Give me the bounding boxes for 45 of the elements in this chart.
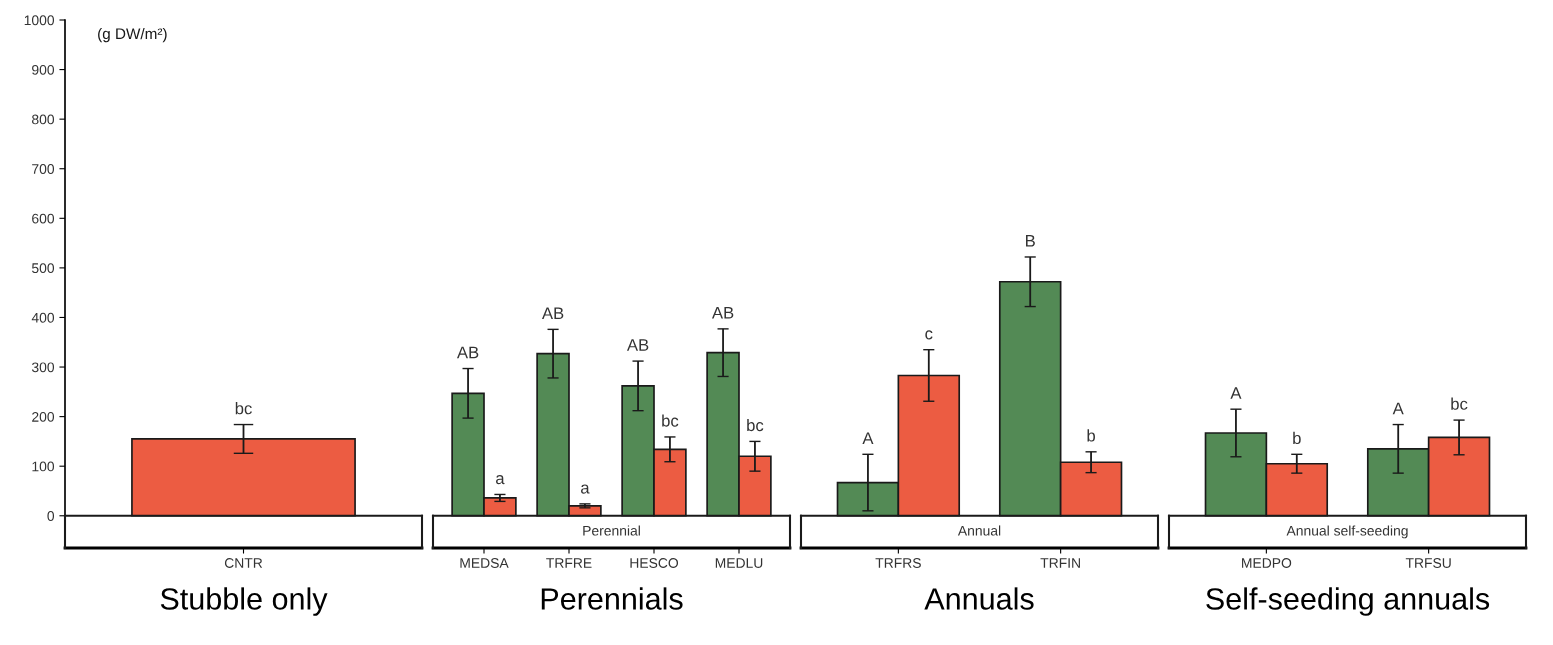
data-label: AB (541, 307, 564, 319)
data-label: c (925, 330, 933, 340)
x-tick-label: TRFIN (1040, 558, 1080, 568)
y-tick-label: 300 (31, 362, 55, 373)
y-tick-label: 800 (32, 114, 55, 125)
data-label: bc (235, 402, 252, 415)
x-tick-label: TRFSU (1405, 558, 1451, 568)
data-label: a (581, 484, 590, 494)
text: Annual (957, 525, 1001, 536)
x-tick-label: CNTR (224, 558, 263, 568)
y-tick-label: 100 (32, 461, 55, 472)
x-axis-title: Stubble only (160, 587, 328, 616)
data-label: a (496, 475, 505, 485)
y-tick-label: 700 (32, 164, 55, 174)
x-tick-label: MEDPO (1242, 558, 1292, 568)
y-tick-label: 600 (32, 213, 55, 224)
y-tick-label: 1000 (24, 15, 55, 26)
y-tick-label: 200 (32, 411, 55, 422)
x-axis-title: Perennials (541, 587, 683, 610)
y-tick-label: 400 (31, 312, 55, 323)
data-label: AB (456, 346, 479, 359)
x-tick-label: TRFRS (875, 558, 921, 568)
y-axis-title: (g DW/m²) (98, 27, 167, 43)
data-label: b (1293, 431, 1301, 445)
x-axis-title: Self-seeding annuals (1206, 587, 1490, 616)
x-tick-label: MEDLU (715, 558, 763, 568)
y-tick-label: 0 (47, 511, 55, 521)
x-tick-label: HESCO (630, 558, 679, 568)
x-tick-label: MEDSA (460, 558, 509, 568)
text: Annual self-seeding (1286, 525, 1408, 539)
data-label: B (1026, 235, 1035, 247)
data-label: bc (1451, 397, 1468, 410)
y-tick-label: 500 (31, 263, 55, 274)
data-label: A (862, 432, 874, 444)
data-label: b (1087, 429, 1095, 442)
data-label: A (1230, 387, 1242, 399)
data-label: A (1392, 402, 1404, 415)
data-label: bc (662, 414, 679, 427)
data-label: AB (626, 339, 649, 351)
y-tick-label: 900 (32, 64, 55, 75)
x-axis-title: Annuals (924, 587, 1034, 610)
x-tick-label: TRFRE (546, 558, 592, 568)
data-label: bc (747, 418, 764, 432)
data-label: AB (711, 307, 734, 319)
text: Perennial (583, 525, 640, 536)
